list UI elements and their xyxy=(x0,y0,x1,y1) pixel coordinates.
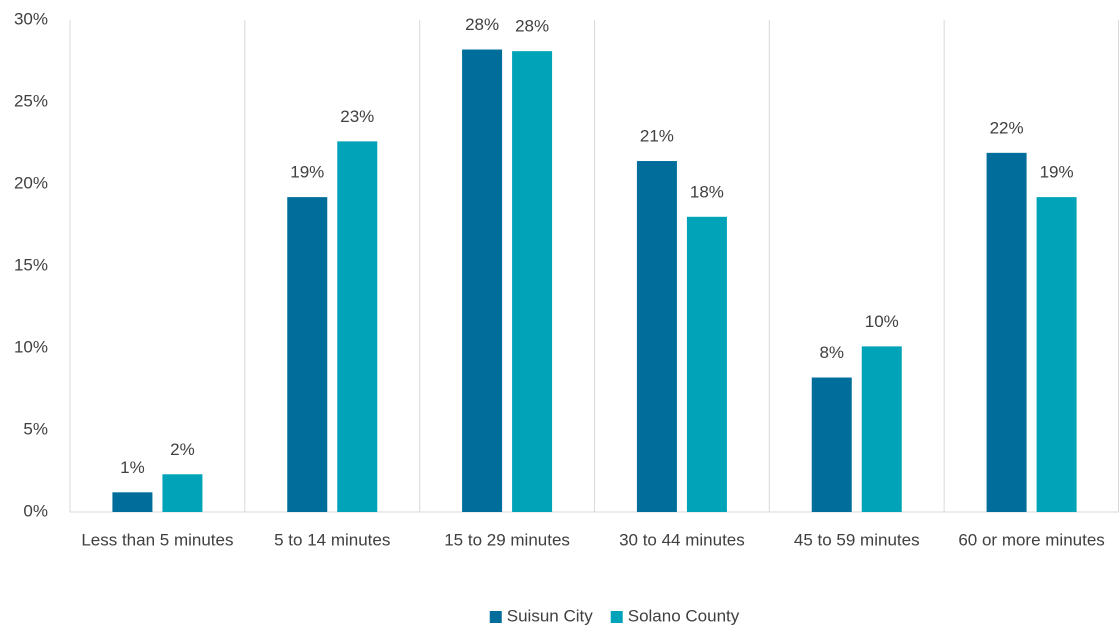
y-tick-label: 20% xyxy=(14,173,48,192)
legend-swatch xyxy=(610,611,623,623)
bar xyxy=(112,492,153,512)
bar xyxy=(162,474,203,512)
data-label: 1% xyxy=(120,458,145,477)
legend-item: Solano County xyxy=(610,606,740,625)
data-label: 22% xyxy=(990,118,1024,137)
y-tick-label: 5% xyxy=(23,419,48,438)
bar xyxy=(686,216,727,513)
legend-item: Suisun City xyxy=(489,606,593,625)
legend-swatch xyxy=(489,611,502,623)
data-label: 21% xyxy=(640,127,674,146)
bar xyxy=(811,377,852,512)
x-tick-label: Less than 5 minutes xyxy=(81,530,233,549)
legend-label: Solano County xyxy=(628,606,740,625)
data-label: 28% xyxy=(465,15,499,34)
data-label: 2% xyxy=(170,440,195,459)
data-label: 19% xyxy=(1040,163,1074,182)
data-label: 19% xyxy=(290,163,324,182)
data-label: 10% xyxy=(865,312,899,331)
y-tick-label: 0% xyxy=(23,501,48,520)
bar xyxy=(287,197,328,512)
y-tick-label: 15% xyxy=(14,255,48,274)
bar xyxy=(1036,197,1077,512)
data-label: 18% xyxy=(690,182,724,201)
data-label: 23% xyxy=(340,107,374,126)
bar xyxy=(986,152,1027,512)
legend-label: Suisun City xyxy=(507,606,593,625)
x-tick-label: 5 to 14 minutes xyxy=(274,530,390,549)
x-tick-label: 45 to 59 minutes xyxy=(794,530,920,549)
bar xyxy=(512,51,553,512)
x-tick-label: 60 or more minutes xyxy=(958,530,1104,549)
y-tick-label: 25% xyxy=(14,91,48,110)
bar xyxy=(861,346,902,512)
y-tick-label: 30% xyxy=(14,9,48,28)
x-tick-label: 15 to 29 minutes xyxy=(444,530,570,549)
bar xyxy=(337,141,378,513)
data-label: 8% xyxy=(819,343,844,362)
bar xyxy=(462,49,503,513)
bar xyxy=(636,161,677,513)
data-label: 28% xyxy=(515,17,549,36)
x-tick-label: 30 to 44 minutes xyxy=(619,530,745,549)
y-tick-label: 10% xyxy=(14,337,48,356)
